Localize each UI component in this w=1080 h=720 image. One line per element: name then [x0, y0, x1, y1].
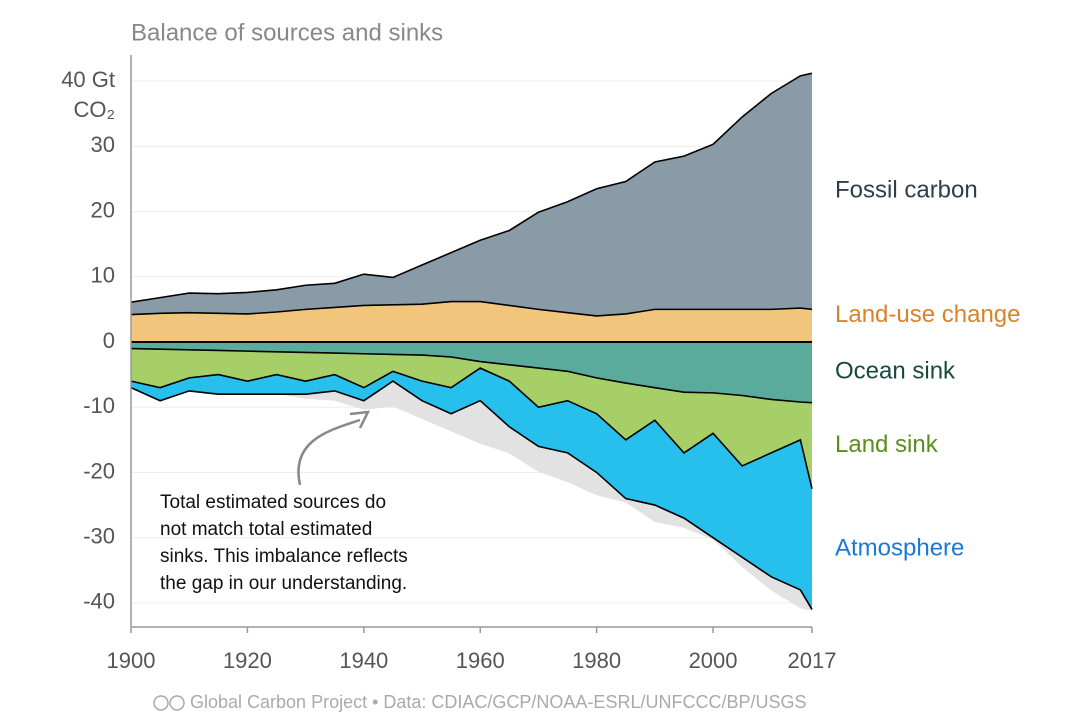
x-tick-label: 1900: [107, 648, 156, 673]
x-tick-label: 1920: [223, 648, 272, 673]
series-label: Ocean sink: [835, 358, 956, 385]
series-area: [131, 73, 812, 316]
y-tick-label: 20: [91, 197, 115, 222]
y-tick-label: 10: [91, 263, 115, 288]
annotation: sinks. This imbalance reflects: [160, 546, 408, 567]
x-tick-label: 1980: [572, 648, 621, 673]
y-tick-label: -10: [83, 393, 115, 418]
series-label: Fossil carbon: [835, 177, 978, 204]
series-label: Land-use change: [835, 301, 1020, 328]
y-tick-label: -40: [83, 589, 115, 614]
series-label: Atmosphere: [835, 534, 964, 561]
annotation: not match total estimated: [160, 519, 372, 540]
series-area: [131, 348, 812, 489]
y-tick-label: 0: [103, 328, 115, 353]
x-tick-label: 1940: [339, 648, 388, 673]
series-area: [131, 342, 812, 403]
y-tick-label: 40 Gt: [61, 67, 115, 92]
y-tick-label: 30: [91, 132, 115, 157]
x-tick-label: 2017: [788, 648, 837, 673]
series-edge: [130, 300, 813, 317]
series-edge: [130, 367, 813, 489]
annotation: Total estimated sources do: [160, 492, 386, 513]
footer-icons: [153, 695, 185, 711]
x-tick-label: 2000: [689, 648, 738, 673]
series-edge: [130, 72, 813, 304]
series-edge: [130, 380, 813, 610]
series-edge: [130, 347, 813, 404]
source: Global Carbon Project • Data: CDIAC/GCP/…: [190, 692, 806, 712]
plot: [130, 72, 813, 611]
y-unit: CO₂: [73, 97, 115, 122]
series-area: [131, 368, 812, 610]
series-label: Land sink: [835, 431, 939, 458]
y-tick-label: -20: [83, 458, 115, 483]
x-tick-label: 1960: [456, 648, 505, 673]
annotation-arrow: [297, 410, 371, 486]
chart-title: Balance of sources and sinks: [131, 19, 443, 46]
annotation: the gap in our understanding.: [160, 573, 407, 594]
y-tick-label: -30: [83, 523, 115, 548]
